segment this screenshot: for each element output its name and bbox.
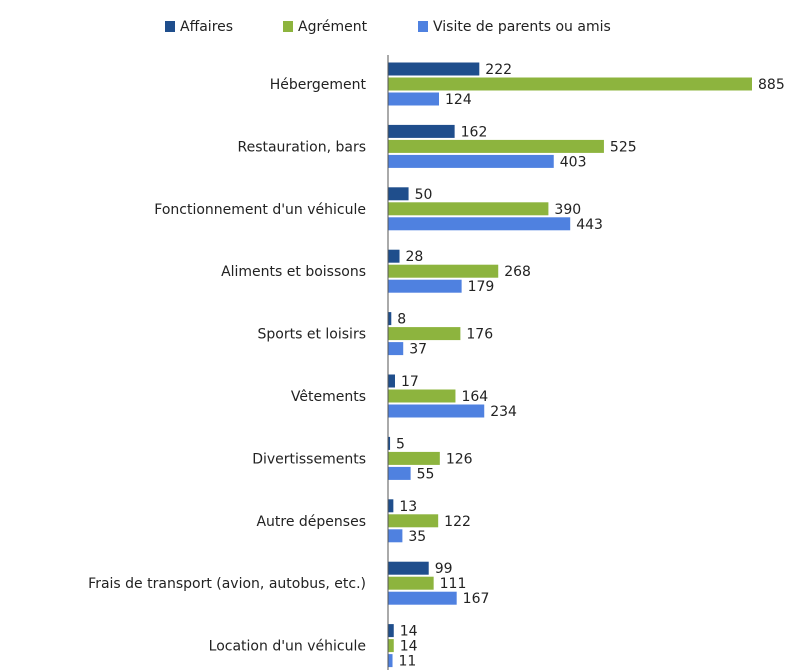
data-label: 179 <box>468 279 495 295</box>
bar <box>388 374 395 388</box>
bar <box>388 561 429 575</box>
bar <box>388 514 439 528</box>
category-label: Aliments et boissons <box>221 264 366 280</box>
legend-swatch <box>283 21 293 32</box>
data-label: 50 <box>415 187 433 203</box>
data-label: 124 <box>445 92 472 108</box>
legend-label: Agrément <box>298 19 368 35</box>
bar <box>388 249 400 263</box>
data-label: 99 <box>435 561 453 577</box>
data-label: 176 <box>466 327 493 343</box>
bar <box>388 451 440 465</box>
bar <box>388 154 554 168</box>
bar <box>388 404 485 418</box>
data-label: 37 <box>409 342 427 358</box>
data-label: 17 <box>401 374 419 390</box>
data-label: 390 <box>554 202 581 218</box>
bar <box>388 466 411 480</box>
category-label: Restauration, bars <box>237 139 366 155</box>
bar <box>388 591 457 605</box>
data-label: 126 <box>446 451 473 467</box>
data-label: 14 <box>400 624 418 640</box>
bar <box>388 436 391 450</box>
data-label: 234 <box>490 404 517 420</box>
bar <box>388 499 394 513</box>
data-label: 55 <box>417 466 435 482</box>
legend-label: Affaires <box>180 19 233 35</box>
bar <box>388 529 403 543</box>
legend-label: Visite de parents ou amis <box>433 19 611 35</box>
bar <box>388 576 434 590</box>
bar <box>388 264 499 278</box>
data-label: 14 <box>400 639 418 655</box>
bar <box>388 139 604 153</box>
bar <box>388 77 752 91</box>
bar <box>388 654 393 668</box>
bar <box>388 187 409 201</box>
bar <box>388 624 394 638</box>
bar <box>388 639 394 653</box>
bar <box>388 62 480 76</box>
data-label: 162 <box>461 124 488 140</box>
data-label: 164 <box>461 389 488 405</box>
category-label: Autre dépenses <box>256 514 366 530</box>
data-label: 525 <box>610 139 637 155</box>
data-label: 885 <box>758 77 785 93</box>
data-label: 167 <box>463 591 490 607</box>
category-label: Divertissements <box>252 451 366 467</box>
category-label: Vêtements <box>291 389 366 405</box>
data-label: 268 <box>504 264 531 280</box>
data-label: 111 <box>440 576 467 592</box>
data-label: 28 <box>406 249 424 265</box>
data-label: 8 <box>397 312 406 328</box>
data-label: 122 <box>444 514 471 530</box>
bar <box>388 327 461 341</box>
bar <box>388 312 392 326</box>
data-label: 11 <box>399 654 417 670</box>
category-label: Sports et loisirs <box>258 327 366 343</box>
bar <box>388 124 455 138</box>
legend-swatch <box>165 21 175 32</box>
bar <box>388 342 404 356</box>
bar <box>388 92 440 106</box>
category-label: Frais de transport (avion, autobus, etc.… <box>88 576 366 592</box>
data-label: 13 <box>399 499 417 515</box>
data-label: 35 <box>408 529 426 545</box>
category-label: Fonctionnement d'un véhicule <box>154 202 366 218</box>
data-label: 5 <box>396 436 405 452</box>
bar <box>388 217 571 231</box>
bar <box>388 202 549 216</box>
category-label: Hébergement <box>270 77 367 93</box>
legend-swatch <box>418 21 428 32</box>
data-label: 443 <box>576 217 603 233</box>
data-label: 222 <box>485 62 512 78</box>
category-label: Location d'un véhicule <box>209 639 366 655</box>
bar <box>388 279 462 293</box>
data-label: 403 <box>560 154 587 170</box>
bar <box>388 389 456 403</box>
